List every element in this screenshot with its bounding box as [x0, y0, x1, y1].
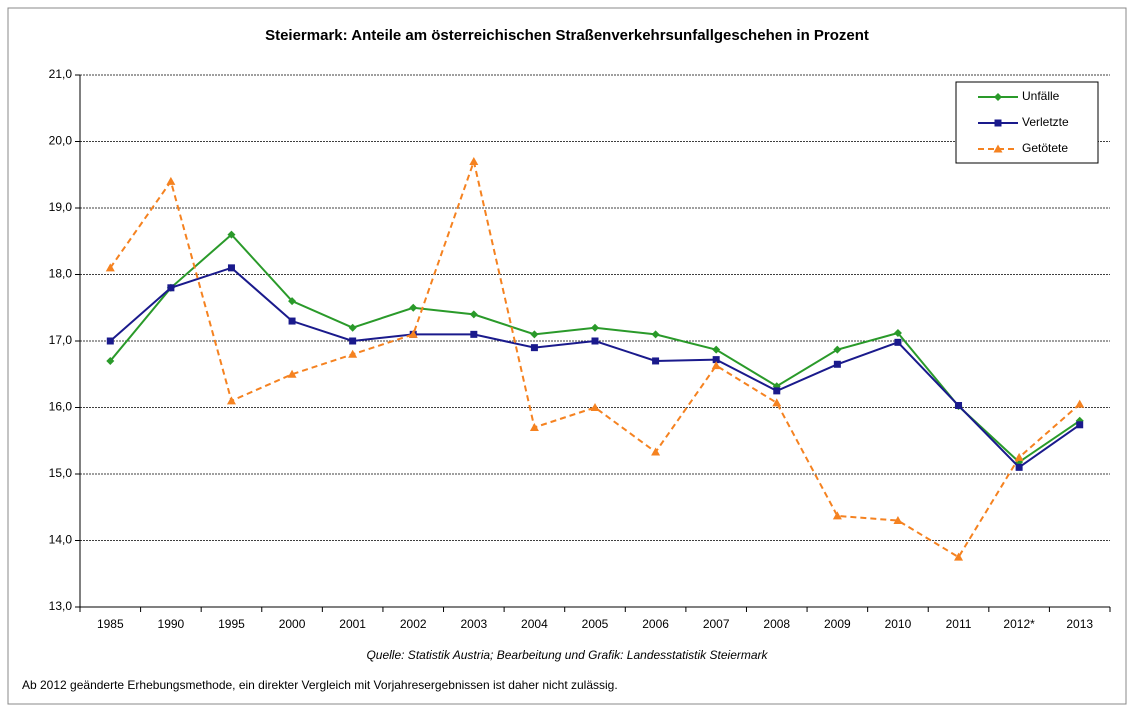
point: [470, 330, 478, 338]
chart-title: Steiermark: Anteile am österreichischen …: [265, 27, 869, 44]
point: [894, 338, 902, 346]
x-tick-label: 2000: [279, 617, 306, 631]
y-tick-label: 18,0: [49, 267, 73, 281]
point: [287, 369, 297, 378]
source: Quelle: Statistik Austria; Bearbeitung u…: [366, 648, 768, 662]
point: [167, 284, 175, 292]
point: [591, 323, 599, 332]
point: [530, 344, 538, 352]
y-tick-label: 15,0: [49, 466, 73, 480]
point: [590, 403, 600, 411]
x-tick-label: 2005: [582, 617, 609, 631]
point: [166, 176, 176, 185]
point: [711, 361, 721, 370]
point: [288, 317, 296, 325]
legend-marker: [994, 93, 1002, 101]
x-tick-label: 1990: [158, 617, 185, 631]
point: [1076, 421, 1084, 429]
point: [469, 310, 478, 319]
point: [348, 323, 357, 332]
point: [1015, 463, 1023, 471]
x-tick-label: 1985: [97, 617, 124, 631]
point: [226, 396, 236, 405]
point: [712, 345, 721, 354]
point: [772, 398, 782, 407]
point: [227, 230, 236, 239]
point: [833, 360, 841, 368]
point: [529, 422, 539, 431]
x-tick-label: 2006: [642, 617, 669, 631]
point: [469, 156, 479, 165]
x-tick-label: 2012*: [1003, 617, 1035, 631]
legend-label: Unfälle: [1022, 89, 1060, 103]
point: [1014, 452, 1024, 461]
x-tick-label: 2001: [339, 617, 366, 631]
point: [106, 337, 114, 345]
y-tick-label: 14,0: [49, 533, 73, 547]
point: [408, 329, 418, 338]
x-tick-label: 2004: [521, 617, 548, 631]
point: [832, 511, 842, 520]
point: [651, 330, 660, 339]
legend-marker: [993, 144, 1003, 153]
x-tick-label: 2011: [946, 617, 972, 631]
point: [833, 345, 842, 354]
series-line: [109, 157, 1081, 559]
point: [1075, 399, 1085, 408]
point: [651, 447, 661, 456]
point: [712, 356, 720, 364]
y-tick-label: 13,0: [49, 599, 73, 613]
x-tick-label: 2009: [824, 617, 851, 631]
legend-marker: [994, 119, 1002, 127]
point: [106, 356, 115, 365]
footnote: Ab 2012 geänderte Erhebungsmethode, ein …: [22, 678, 618, 692]
x-tick-label: 2008: [763, 617, 790, 631]
x-tick-label: 2013: [1066, 617, 1093, 631]
y-tick-label: 16,0: [49, 400, 73, 414]
legend-label: Verletzte: [1022, 115, 1069, 129]
x-tick-label: 2010: [885, 617, 912, 631]
point: [348, 349, 358, 358]
point: [652, 357, 660, 365]
point: [288, 297, 297, 306]
y-tick-label: 21,0: [49, 67, 73, 81]
point: [409, 303, 418, 312]
point: [955, 402, 963, 410]
point: [591, 337, 599, 345]
x-tick-label: 2002: [400, 617, 427, 631]
x-tick-label: 1995: [218, 617, 245, 631]
point: [227, 264, 235, 272]
point: [893, 516, 903, 525]
point: [530, 330, 539, 339]
point: [105, 263, 115, 272]
point: [954, 552, 964, 561]
y-tick-label: 19,0: [49, 200, 73, 214]
legend-label: Getötete: [1022, 141, 1068, 155]
point: [893, 329, 902, 338]
x-tick-label: 2007: [703, 617, 730, 631]
y-tick-label: 17,0: [49, 333, 73, 347]
point: [773, 387, 781, 395]
y-tick-label: 20,0: [49, 134, 73, 148]
x-tick-label: 2003: [460, 617, 487, 631]
point: [349, 337, 357, 345]
